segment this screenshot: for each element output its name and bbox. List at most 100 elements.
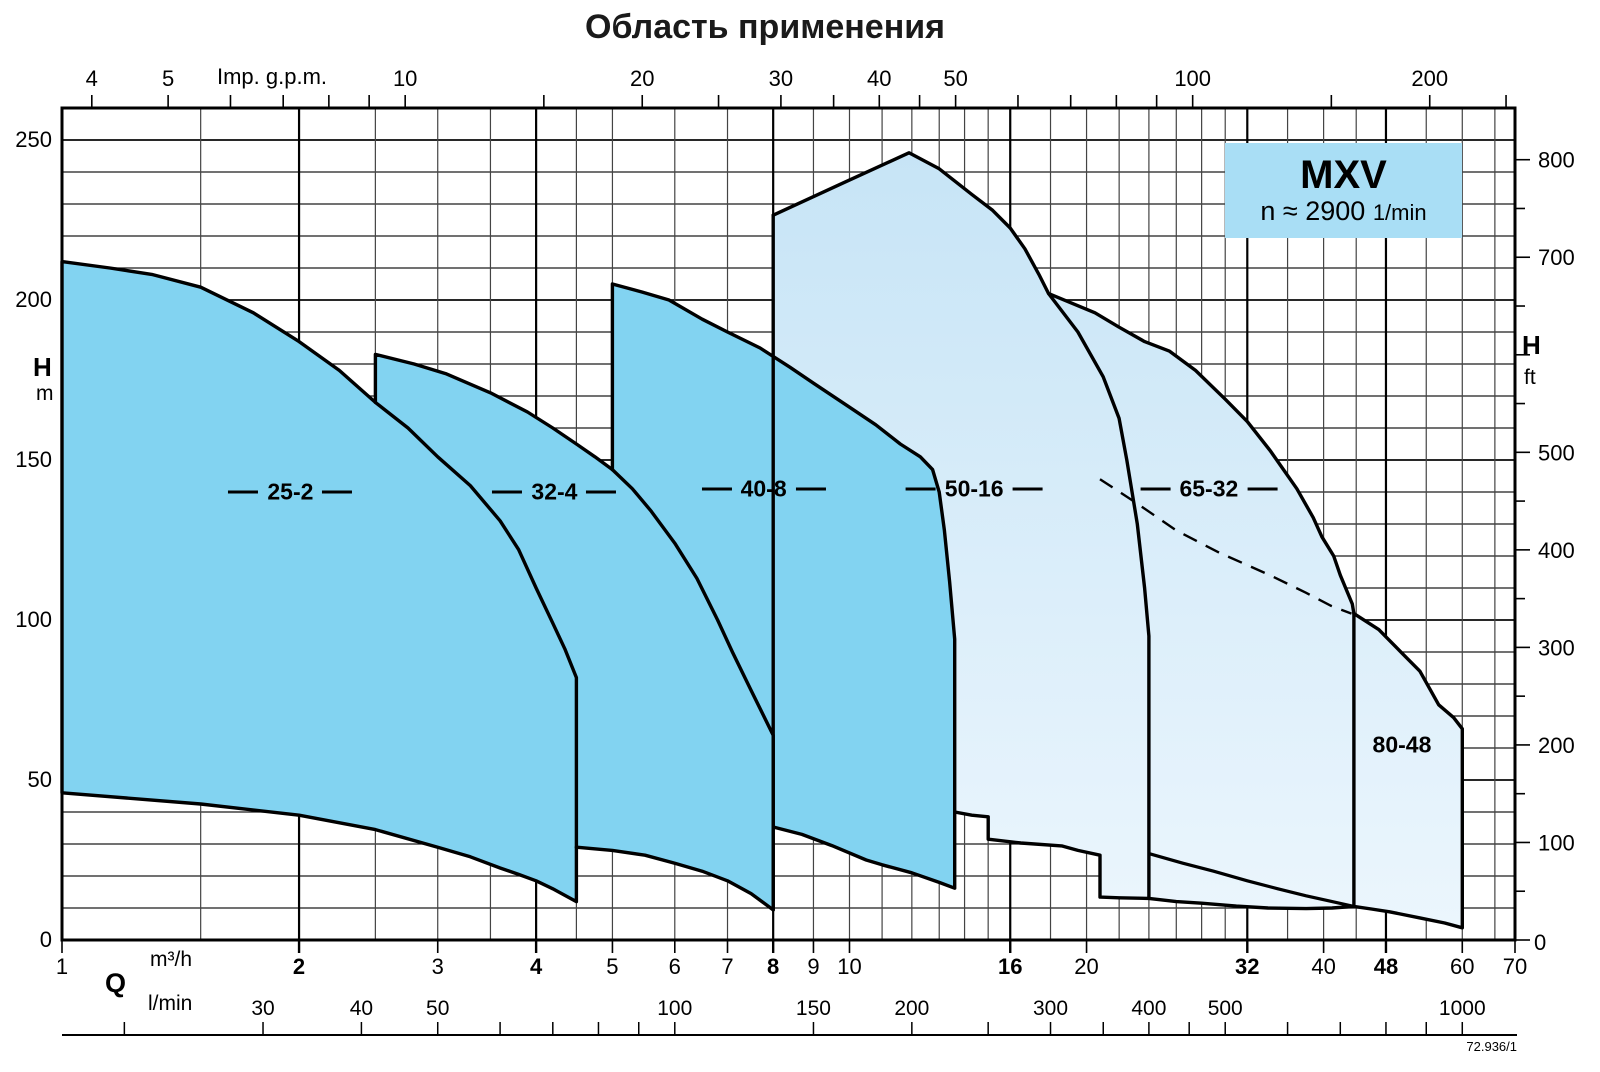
- tick-label: 100: [15, 607, 52, 632]
- right-axis-label-h: H: [1522, 330, 1541, 360]
- region-outline-80-48: [1352, 611, 1464, 930]
- tick-label: 32: [1235, 954, 1259, 979]
- bottom-axis-label-q: Q: [105, 968, 127, 998]
- tick-label: 200: [1411, 66, 1448, 91]
- region-outlines: [60, 151, 1464, 930]
- label-flank-dash: [492, 490, 523, 494]
- tick-label: 20: [1074, 954, 1098, 979]
- tick-label: 0: [1534, 930, 1546, 955]
- tick-label: 10: [393, 66, 417, 91]
- tick-label: 40: [350, 997, 373, 1020]
- left-axis-label-h: H: [33, 352, 52, 382]
- axes: 4 5 10 20 30 40 50 100 200 1 2 3 4 5 6 7 8 9 10 16 20 32 40 48 6…: [15, 66, 1575, 1036]
- tick-label: 1000: [1439, 997, 1486, 1020]
- left-axis-unit-m: m: [36, 382, 54, 405]
- region-outline-65-32-0: [1046, 291, 1356, 616]
- tick-label: 500: [1208, 997, 1243, 1020]
- region-label-65-32: 65-32: [1140, 475, 1278, 502]
- tick-label: 50: [943, 66, 967, 91]
- pump-speed: n ≈ 2900 1/min: [1260, 196, 1427, 226]
- region-label-32-4: 32-4: [492, 478, 617, 506]
- tick-label: 500: [1538, 440, 1575, 465]
- tick-label: 200: [1538, 733, 1575, 758]
- bottom-axis-unit-lmin: l/min: [148, 992, 193, 1015]
- region-fill-40-8: [612, 284, 955, 889]
- label-flank-dash: [322, 490, 353, 494]
- tick-label: 100: [1538, 830, 1575, 855]
- tick-label: 20: [630, 66, 654, 91]
- plot-border: [60, 106, 1517, 942]
- region-outline-32-4-0: [373, 352, 775, 912]
- label-flank-dash: [586, 490, 617, 494]
- tick-label: 60: [1450, 954, 1474, 979]
- tick-label: 5: [162, 66, 174, 91]
- tick-label: 9: [807, 954, 819, 979]
- page-title: Область применения: [584, 8, 946, 46]
- region-label-text: 80-48: [1372, 731, 1432, 758]
- tick-label: 3: [432, 954, 444, 979]
- label-flank-dash: [1012, 487, 1043, 491]
- region-label-80-48: 80-48: [1373, 731, 1432, 758]
- tick-label: 700: [1538, 245, 1575, 270]
- tick-label: 0: [40, 927, 52, 952]
- tick-label: 30: [251, 997, 274, 1020]
- region-outline-65-32-1: [1147, 896, 1356, 911]
- region-fill-80-48: [1353, 613, 1463, 928]
- label-flank-dash: [795, 487, 826, 491]
- label-flank-dash: [701, 487, 732, 491]
- tick-label: 8: [767, 954, 779, 979]
- tick-label: 4: [86, 66, 98, 91]
- top-axis-unit-label: Imp. g.p.m.: [216, 64, 328, 89]
- region-label-40-8: 40-8: [701, 475, 826, 502]
- tick-label: 48: [1374, 954, 1398, 979]
- region-label-text: 32-4: [531, 478, 578, 505]
- tick-label: 30: [769, 66, 793, 91]
- region-label-text: 40-8: [740, 475, 787, 502]
- tick-label: 300: [1033, 997, 1068, 1020]
- tick-label: 300: [1538, 635, 1575, 660]
- region-label-text: 50-16: [944, 475, 1004, 502]
- region-label-text: 25-2: [267, 478, 314, 505]
- label-flank-dash: [1247, 487, 1278, 491]
- label-flank-dash: [1140, 487, 1171, 491]
- tick-label: 150: [796, 997, 831, 1020]
- tick-label: 50: [28, 767, 52, 792]
- pump-series-badge: MXV n ≈ 2900 1/min: [1225, 143, 1462, 238]
- label-flank-dash: [905, 487, 936, 491]
- tick-label: 16: [998, 954, 1022, 979]
- tick-label: 40: [1311, 954, 1335, 979]
- tick-label: 10: [837, 954, 861, 979]
- label-flank-dash: [228, 490, 259, 494]
- tick-label: 800: [1538, 148, 1575, 173]
- dashed-boundary: [1099, 478, 1352, 615]
- tick-label: 4: [530, 954, 543, 979]
- duty-split-curve: [1148, 852, 1355, 908]
- tick-label: 70: [1503, 954, 1527, 979]
- region-outline-40-8-0: [610, 282, 957, 890]
- pump-series-name: MXV: [1300, 153, 1387, 197]
- region-outline-50-16-1: [771, 151, 1151, 901]
- tick-label: 50: [426, 997, 449, 1020]
- tick-label: 400: [1131, 997, 1166, 1020]
- tick-label: 250: [15, 127, 52, 152]
- drawing-number-stamp: 72.936/1: [1466, 1039, 1517, 1054]
- tick-label: 100: [657, 997, 692, 1020]
- tick-label: 1: [56, 954, 68, 979]
- tick-label: 400: [1538, 538, 1575, 563]
- tick-label: 150: [15, 447, 52, 472]
- tick-label: 7: [721, 954, 733, 979]
- region-label-25-2: 25-2: [228, 478, 353, 506]
- right-axis-unit-ft: ft: [1524, 366, 1536, 389]
- tick-label: 2: [293, 954, 305, 979]
- tick-label: 200: [15, 287, 52, 312]
- tick-label: 5: [606, 954, 618, 979]
- region-label-text: 65-32: [1179, 475, 1239, 502]
- bottom-axis-unit-m3h: m³/h: [150, 948, 192, 971]
- tick-label: 100: [1174, 66, 1211, 91]
- region-label-50-16: 50-16: [905, 475, 1043, 502]
- tick-label: 6: [669, 954, 681, 979]
- region-outline-25-2: [60, 259, 579, 904]
- tick-label: 40: [867, 66, 891, 91]
- tick-label: 200: [894, 997, 929, 1020]
